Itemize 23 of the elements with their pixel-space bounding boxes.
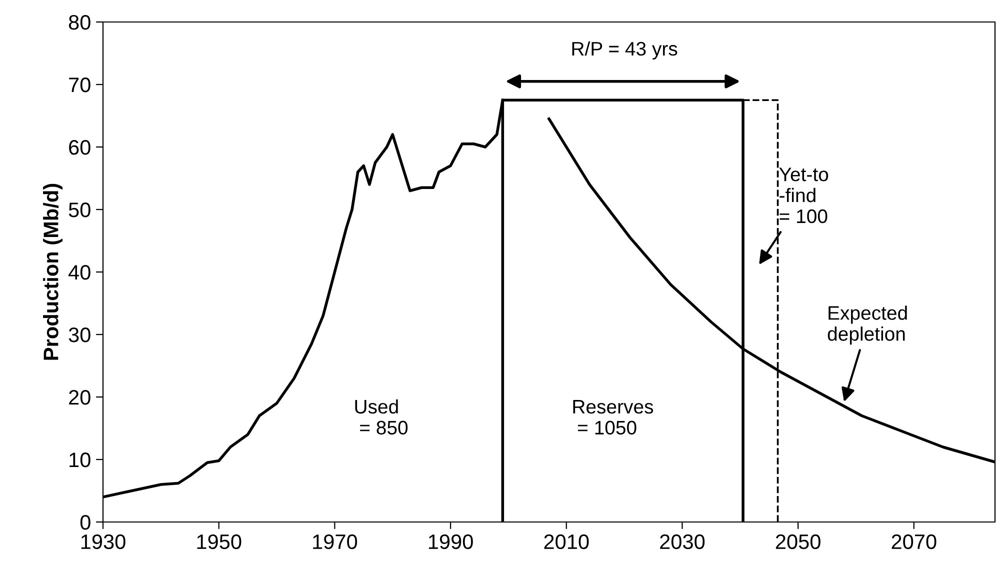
- y-tick-label: 50: [68, 202, 90, 218]
- annotation: R/P = 43 yrs: [572, 41, 678, 60]
- x-tick-label: 2030: [660, 534, 705, 550]
- x-tick-label: 1930: [81, 534, 126, 550]
- y-tick-label: 30: [68, 328, 90, 342]
- y-tick-label: 40: [68, 265, 90, 280]
- y-tick-label: 0: [80, 515, 90, 530]
- annotation: Yet-to -find = 100: [779, 168, 828, 224]
- y-tick-label: 60: [69, 140, 90, 155]
- y-axis-title: Production (Mb/d): [43, 184, 62, 360]
- annotation: Used = 850: [355, 399, 408, 435]
- x-tick-label: 1970: [313, 534, 358, 550]
- x-tick-label: 2070: [892, 534, 936, 550]
- y-tick-label: 10: [70, 452, 90, 468]
- y-tick-label: 80: [68, 15, 90, 30]
- annotation: Expected depletion: [828, 306, 907, 345]
- x-tick-label: 2010: [544, 534, 589, 550]
- x-tick-label: 1990: [428, 534, 473, 550]
- x-tick-label: 1950: [197, 534, 242, 550]
- x-tick-label: 2050: [776, 534, 820, 550]
- y-tick-label: 70: [69, 78, 90, 92]
- y-tick-label: 20: [69, 390, 90, 405]
- annotation: Reserves = 1050: [573, 400, 654, 435]
